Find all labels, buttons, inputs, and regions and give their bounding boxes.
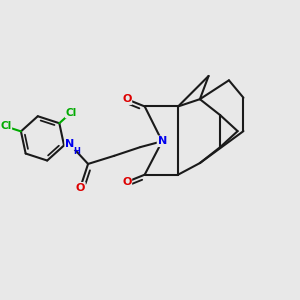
Text: O: O xyxy=(76,183,85,193)
Text: N: N xyxy=(158,136,167,146)
Text: O: O xyxy=(122,94,131,104)
Text: Cl: Cl xyxy=(0,122,11,131)
Text: Cl: Cl xyxy=(66,107,77,118)
Text: O: O xyxy=(122,177,131,187)
Text: H: H xyxy=(74,147,80,156)
Text: N: N xyxy=(65,139,74,149)
